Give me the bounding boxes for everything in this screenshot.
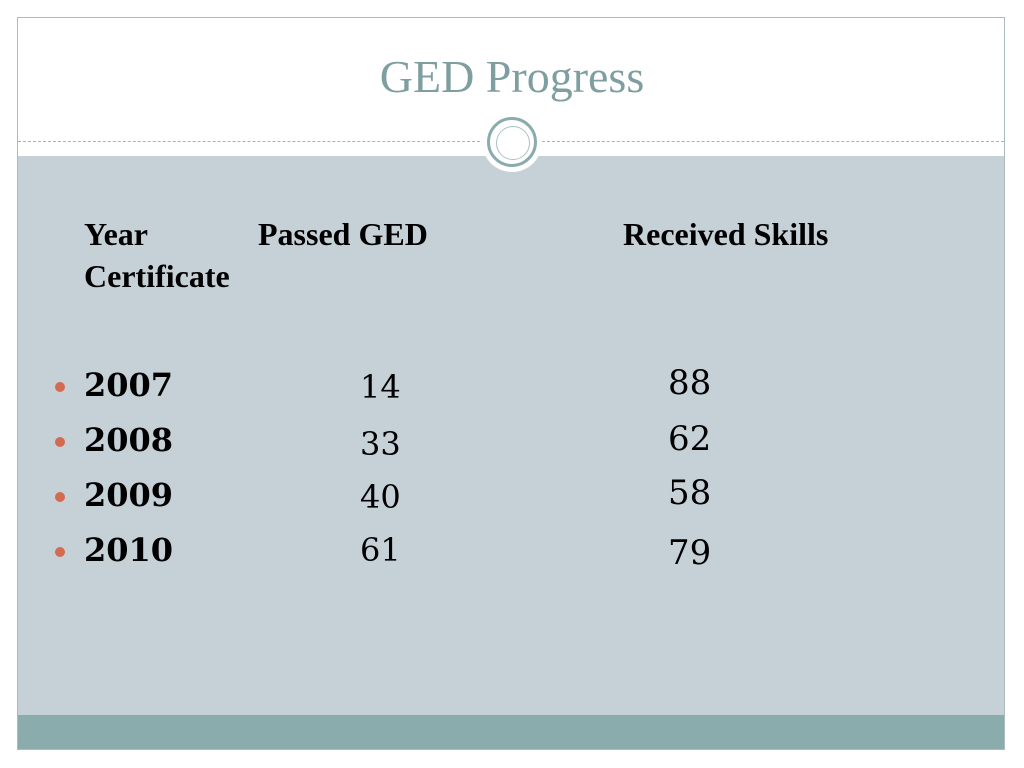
bullet-dot-icon xyxy=(55,437,65,447)
table-row: 2009 40 58 xyxy=(0,473,1024,526)
row-year: 2008 xyxy=(84,421,174,459)
row-year: 2007 xyxy=(84,366,174,404)
row-year: 2010 xyxy=(84,531,174,569)
row-passed-value: 61 xyxy=(360,531,401,569)
row-skills-value: 62 xyxy=(668,419,712,459)
footer-bar xyxy=(18,715,1004,749)
row-passed-value: 40 xyxy=(360,478,401,516)
row-skills-value: 79 xyxy=(668,533,712,573)
bullet-dot-icon xyxy=(55,382,65,392)
row-skills-value: 58 xyxy=(668,473,712,513)
content-panel xyxy=(18,156,1004,715)
bullet-dot-icon xyxy=(55,492,65,502)
ornament-center xyxy=(496,126,530,160)
row-passed-value: 33 xyxy=(360,425,401,463)
table-row: 2008 33 62 xyxy=(0,419,1024,471)
row-passed-value: 14 xyxy=(360,368,401,406)
circle-ornament-icon xyxy=(482,112,542,172)
table-row: 2010 61 79 xyxy=(0,531,1024,581)
header-received-skills: Received Skills xyxy=(623,216,829,252)
table-row: 2007 14 88 xyxy=(0,363,1024,416)
header-year: Year xyxy=(84,216,148,252)
ornament-ring xyxy=(487,117,537,167)
header-certificate: Certificate xyxy=(84,258,230,294)
header-passed-ged: Passed GED xyxy=(258,216,428,252)
bullet-dot-icon xyxy=(55,547,65,557)
row-skills-value: 88 xyxy=(668,363,712,403)
row-year: 2009 xyxy=(84,476,174,514)
slide-title: GED Progress xyxy=(379,51,645,102)
